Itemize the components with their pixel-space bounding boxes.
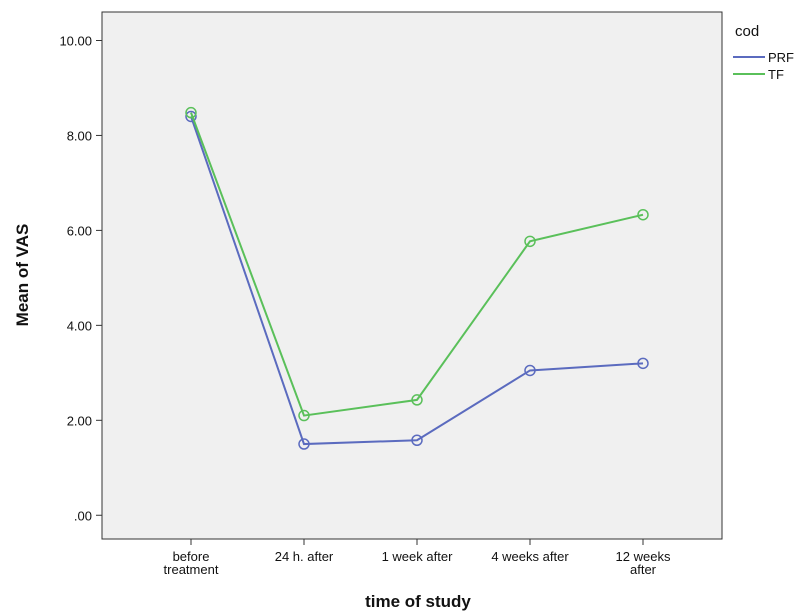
legend-title: cod xyxy=(735,23,759,40)
x-tick-label: before treatment xyxy=(164,549,219,577)
series-line-prf xyxy=(190,116,644,446)
series-prf xyxy=(185,110,649,450)
legend-label-tf: TF xyxy=(768,67,784,82)
y-tick-label: 8.00 xyxy=(67,128,92,143)
data-point xyxy=(411,394,423,406)
series-layer xyxy=(185,106,649,450)
data-point xyxy=(524,235,536,248)
series-tf xyxy=(185,106,649,422)
x-tick-label: 4 weeks after xyxy=(491,549,569,564)
y-tick-label: 4.00 xyxy=(67,318,92,333)
y-axis: .00 2.00 4.00 6.00 8.00 10.00 xyxy=(59,33,102,523)
y-axis-title: Mean of VAS xyxy=(13,224,32,327)
plot-area xyxy=(101,11,723,540)
data-point xyxy=(185,110,197,123)
y-tick-label: 6.00 xyxy=(67,223,92,238)
legend: cod PRF TF xyxy=(733,23,794,82)
data-point xyxy=(524,364,536,377)
y-tick-label: 10.00 xyxy=(59,33,92,48)
legend-label-prf: PRF xyxy=(768,50,794,65)
x-tick-label: 24 h. after xyxy=(275,549,334,564)
x-tick-label: 1 week after xyxy=(382,549,453,564)
data-point xyxy=(185,106,197,119)
data-point xyxy=(637,357,649,370)
data-point xyxy=(411,434,423,446)
x-axis-title: time of study xyxy=(365,592,471,611)
x-axis: before treatment 24 h. after 1 week after 4 … xyxy=(164,539,671,577)
data-point xyxy=(298,409,310,422)
series-line-tf xyxy=(190,112,644,417)
x-tick-label: 12 weeks after xyxy=(616,549,671,577)
data-point xyxy=(637,208,649,221)
y-tick-label: 2.00 xyxy=(67,413,92,428)
y-tick-label: .00 xyxy=(74,508,92,523)
data-point xyxy=(298,438,310,450)
